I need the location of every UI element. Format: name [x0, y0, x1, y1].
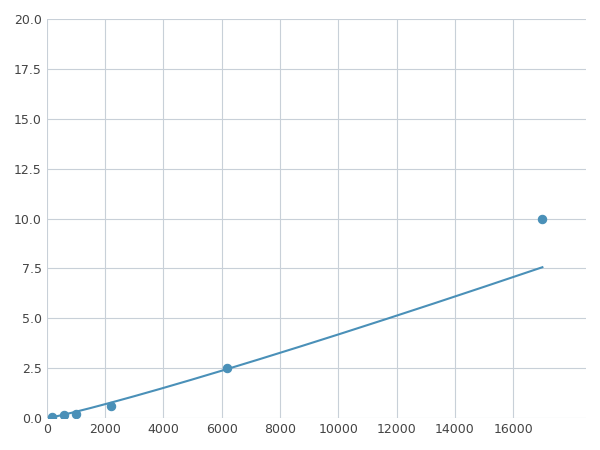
Point: [223, 365, 232, 372]
Point: [71, 410, 80, 418]
Point: [106, 403, 116, 410]
Point: [59, 411, 69, 418]
Point: [47, 413, 57, 420]
Point: [538, 215, 547, 222]
